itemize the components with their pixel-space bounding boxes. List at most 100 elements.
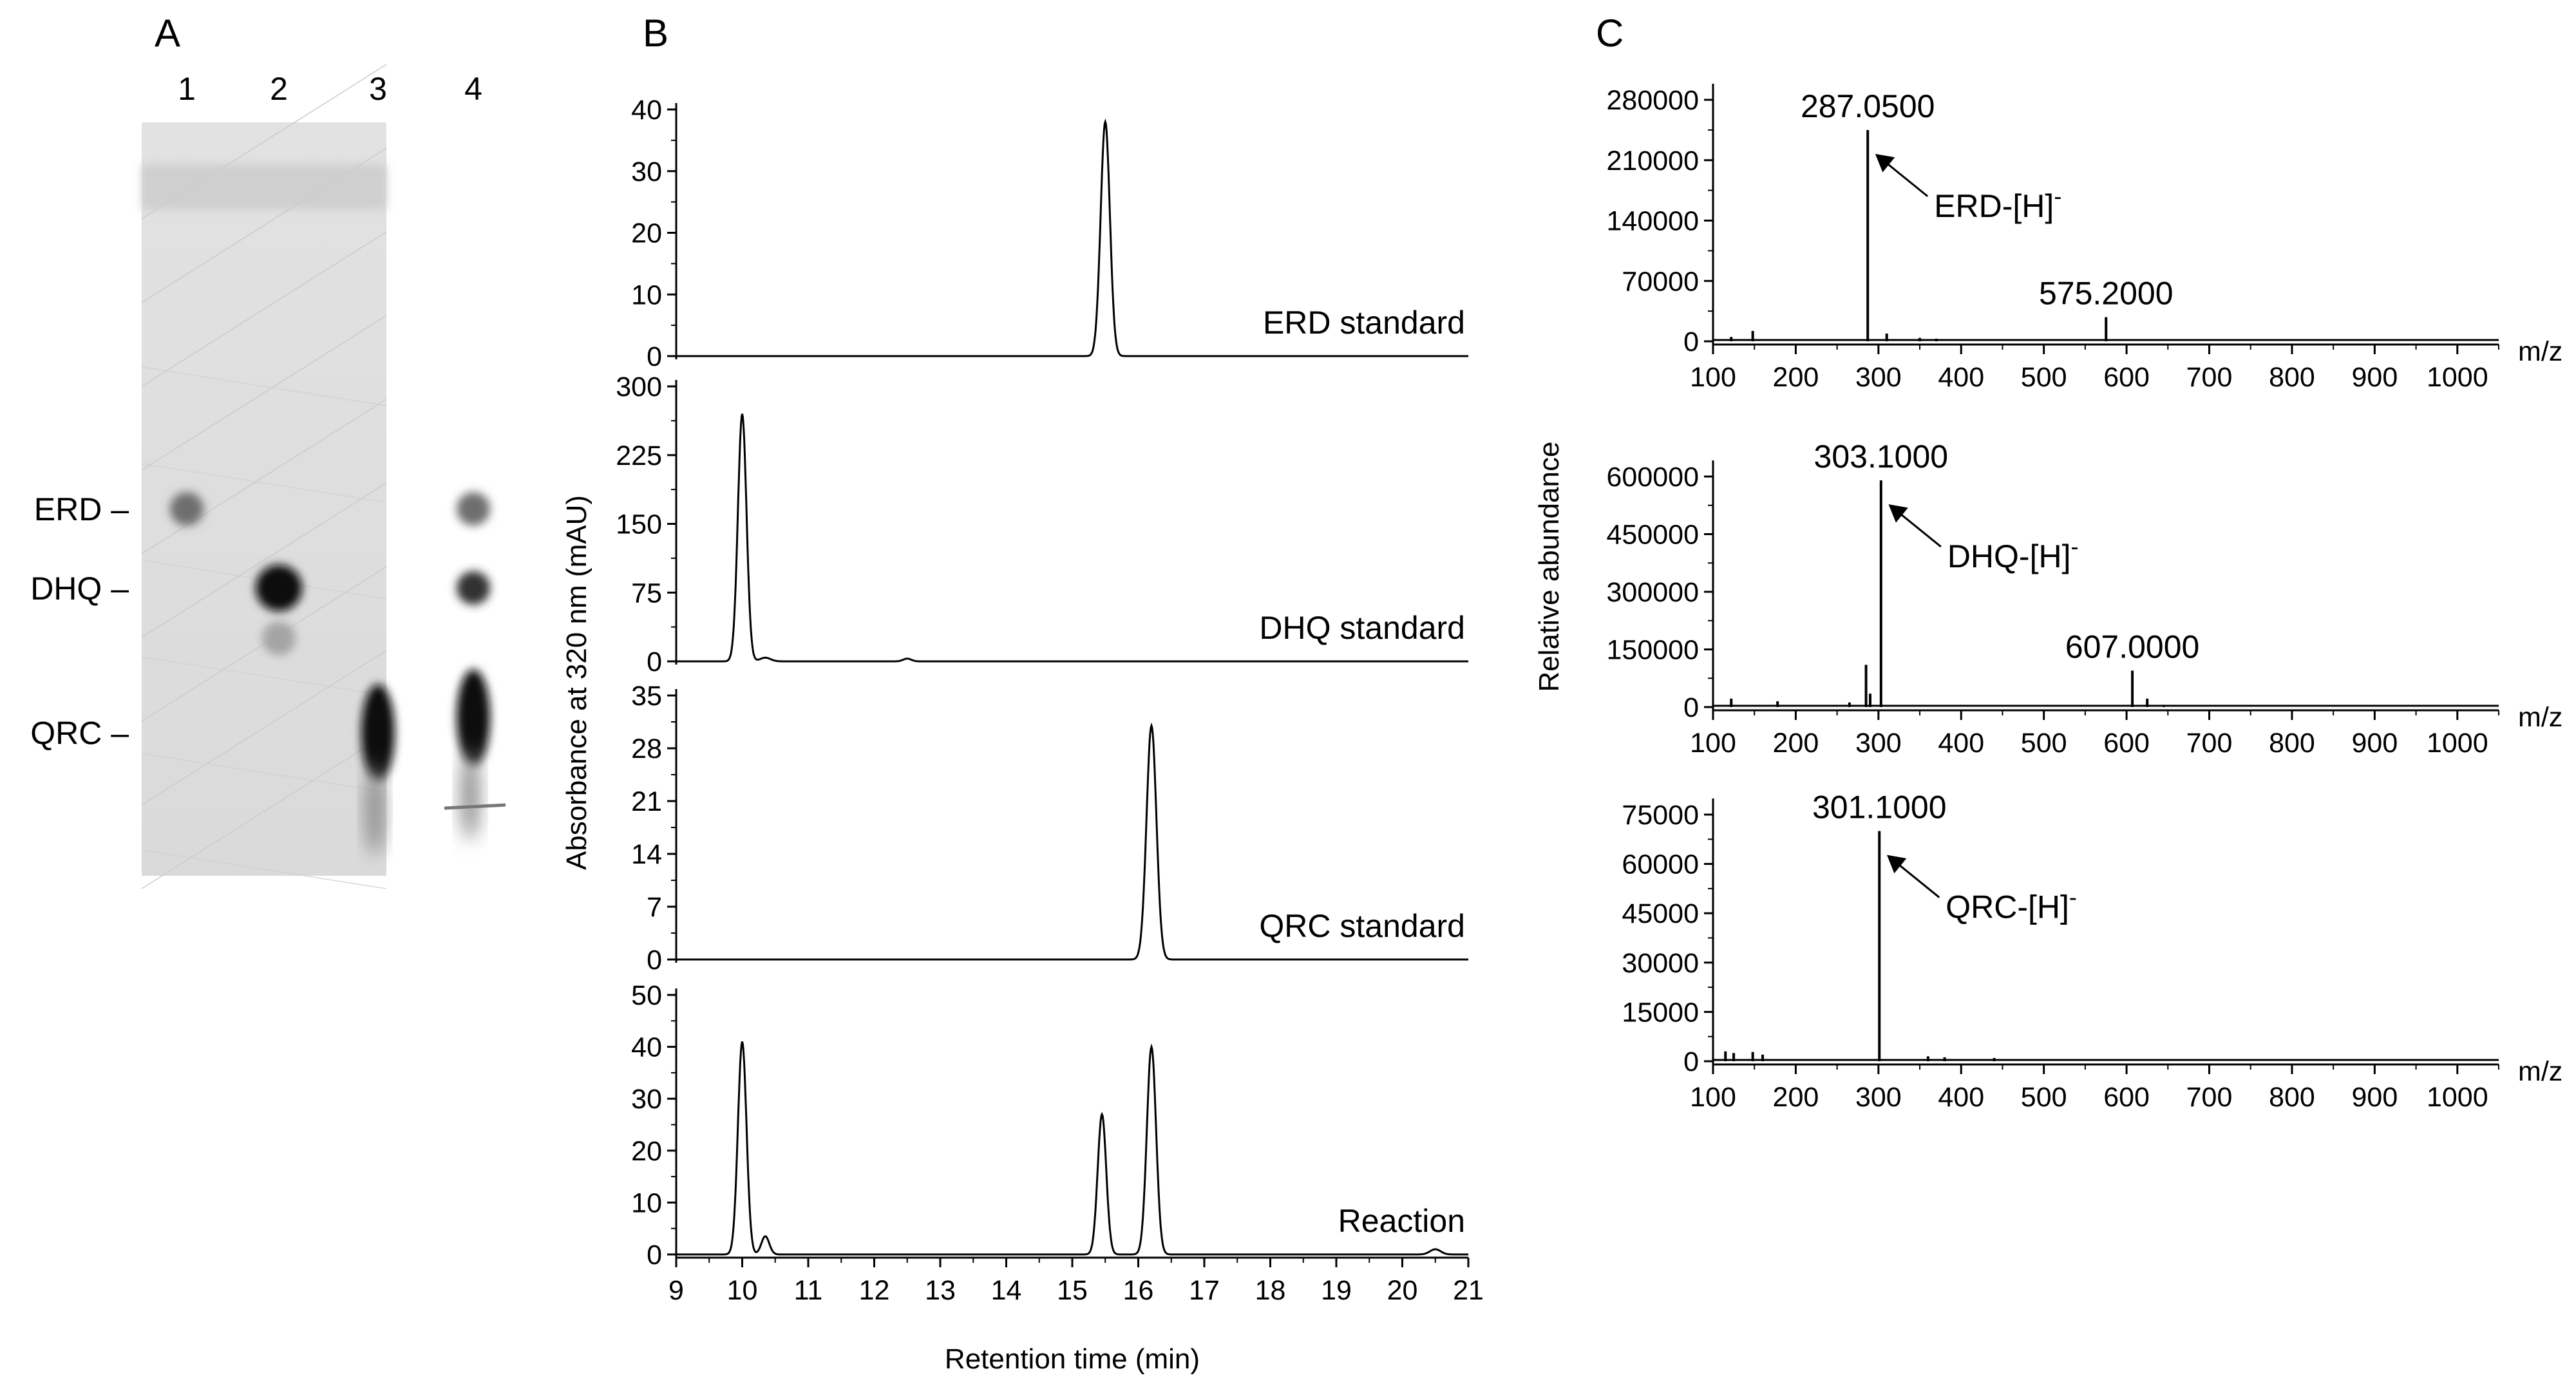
ion-label-sup: -: [2054, 183, 2061, 209]
x-unit-label: m/z: [2518, 336, 2562, 367]
x-tick-label: 13: [925, 1275, 956, 1306]
y-tick-label: 300: [616, 372, 662, 402]
tlc-scratch: [141, 482, 387, 638]
tlc-spot-erd: [170, 492, 204, 526]
x-tick-label: 11: [794, 1275, 823, 1306]
y-tick-label: 0: [1683, 692, 1699, 723]
tlc-marker-label: QRC –: [30, 715, 129, 751]
tlc-lane-label: 3: [369, 71, 387, 107]
chromatogram-trace: [676, 118, 1468, 357]
ion-label: ERD-[H]-: [1934, 183, 2061, 224]
x-tick-label: 800: [2269, 728, 2315, 759]
y-tick-label: 21: [631, 786, 662, 817]
tlc-marker-label: ERD –: [34, 491, 129, 527]
x-tick-label: 1000: [2427, 362, 2488, 393]
tlc-scratch: [141, 399, 387, 554]
tlc-spot-qrc: [457, 669, 490, 766]
x-tick-label: 900: [2351, 362, 2398, 393]
x-tick-label: 21: [1453, 1275, 1484, 1306]
x-tick-label: 19: [1321, 1275, 1352, 1306]
x-tick-label: 500: [2021, 728, 2067, 759]
x-tick-label: 900: [2351, 728, 2398, 759]
x-tick-label: 1000: [2427, 1082, 2488, 1113]
peak-mz-label: 607.0000: [2065, 629, 2200, 665]
peak-mz-label: 287.0500: [1801, 88, 1935, 124]
panel-letter-c: C: [1596, 12, 1624, 55]
mass-spectrum-3: 0 15000 30000 45000 60000 75000 100 200 300 400 50…: [1622, 789, 2562, 1113]
ion-arrow: [1886, 855, 1940, 898]
x-tick-label: 100: [1690, 1082, 1736, 1113]
tlc-spot-erd: [457, 492, 490, 526]
x-tick-label: 400: [1938, 728, 1984, 759]
tlc-spot-qrc: [361, 684, 395, 781]
x-tick-label: 800: [2269, 1082, 2315, 1113]
y-tick-label: 20: [631, 218, 662, 249]
x-tick-label: 700: [2186, 728, 2233, 759]
tlc-origin-band: [142, 164, 386, 209]
tlc-scratch: [141, 231, 387, 387]
x-tick-label: 500: [2021, 362, 2067, 393]
y-tick-label: 450000: [1607, 520, 1700, 551]
tlc-lane-label: 1: [178, 71, 196, 107]
y-tick-label: 0: [1683, 326, 1699, 357]
y-axis-title: Relative abundance: [1533, 442, 1565, 692]
x-tick-label: 200: [1773, 728, 1819, 759]
y-tick-label: 70000: [1622, 266, 1699, 297]
panel-letter-b: B: [643, 12, 668, 55]
y-tick-label: 10: [631, 279, 662, 310]
chromatogram-trace: [676, 722, 1468, 961]
x-unit-label: m/z: [2518, 702, 2562, 733]
x-tick-label: 300: [1855, 362, 1902, 393]
x-tick-label: 17: [1189, 1275, 1220, 1306]
tlc-marker-labels: ERD – DHQ – QRC –: [30, 491, 129, 751]
ion-label-sup: -: [2069, 884, 2077, 911]
x-tick-label: 400: [1938, 362, 1984, 393]
chromatogram-2: 0 75 150 225 300 DHQ standard: [616, 372, 1468, 677]
ion-arrow: [1888, 504, 1942, 548]
x-tick-label: 800: [2269, 362, 2315, 393]
x-tick-label: 100: [1690, 362, 1736, 393]
tlc-spots: [170, 492, 506, 855]
y-tick-label: 30: [631, 1084, 662, 1115]
y-tick-label: 10: [631, 1187, 662, 1218]
y-tick-label: 0: [647, 647, 662, 677]
y-tick-label: 0: [647, 945, 662, 976]
x-tick-label: 18: [1255, 1275, 1286, 1306]
x-tick-label: 300: [1855, 1082, 1902, 1113]
chromatogram-trace: [676, 413, 1468, 663]
tlc-scratch: [141, 656, 387, 696]
y-tick-label: 280000: [1607, 85, 1700, 116]
x-tick-label: 400: [1938, 1082, 1984, 1113]
x-tick-label: 12: [859, 1275, 890, 1306]
y-tick-label: 0: [647, 341, 662, 372]
x-unit-label: m/z: [2518, 1056, 2562, 1087]
tlc-scratch: [141, 849, 387, 889]
y-tick-label: 50: [631, 980, 662, 1011]
y-tick-label: 0: [1683, 1046, 1699, 1077]
x-tick-label: 600: [2103, 728, 2150, 759]
tlc-panel: 1 2 3 4 ERD – DHQ – QRC –: [30, 64, 506, 889]
trace-annotation: Reaction: [1338, 1203, 1465, 1239]
x-tick-label: 300: [1855, 728, 1902, 759]
x-tick-label: 16: [1123, 1275, 1154, 1306]
chromatogram-3: 0 7 14 21 28 35 QRC standard: [631, 681, 1468, 976]
ion-arrow: [1875, 153, 1929, 198]
y-tick-label: 45000: [1622, 898, 1699, 929]
chromatogram-trace: [676, 1041, 1468, 1256]
tlc-scratch: [141, 147, 387, 303]
tlc-scratch: [141, 366, 387, 406]
y-axis-title: Absorbance at 320 nm (mAU): [561, 495, 592, 870]
y-tick-label: 40: [631, 95, 662, 126]
x-tick-label: 700: [2186, 362, 2233, 393]
x-tick-label: 200: [1773, 1082, 1819, 1113]
y-tick-label: 14: [631, 839, 662, 870]
y-tick-label: 150: [616, 509, 662, 540]
ion-label: DHQ-[H]-: [1947, 533, 2079, 574]
y-tick-label: 28: [631, 733, 662, 764]
x-tick-label: 900: [2351, 1082, 2398, 1113]
ion-label-base: ERD-[H]: [1934, 188, 2054, 224]
ion-label-base: DHQ-[H]: [1947, 538, 2071, 574]
tlc-scratch: [141, 315, 387, 471]
